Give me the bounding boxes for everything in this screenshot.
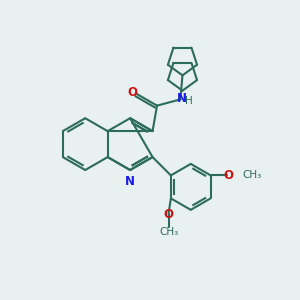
Text: O: O — [128, 86, 138, 99]
Text: H: H — [185, 96, 193, 106]
Text: O: O — [223, 169, 233, 182]
Text: CH₃: CH₃ — [159, 227, 178, 237]
Text: CH₃: CH₃ — [242, 170, 261, 180]
Text: O: O — [164, 208, 174, 221]
Text: N: N — [125, 175, 135, 188]
Text: N: N — [176, 92, 187, 105]
